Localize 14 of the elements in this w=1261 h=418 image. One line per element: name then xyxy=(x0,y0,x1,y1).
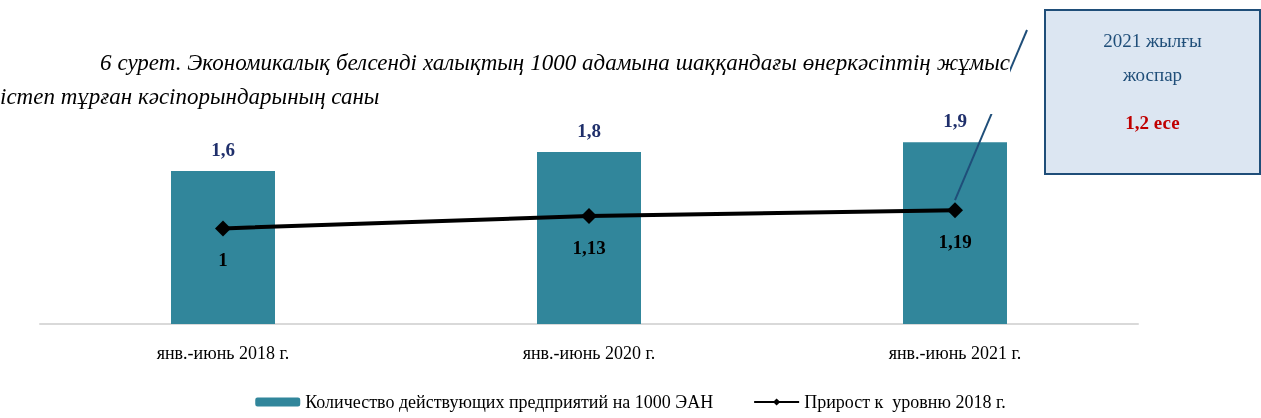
x-tick-label: янв.-июнь 2020 г. xyxy=(522,343,656,363)
text: 1,2 есе xyxy=(1124,111,1181,135)
legend-label: Прирост к уровню 2018 г. xyxy=(804,392,1006,412)
data-label: 1,13 xyxy=(572,236,606,258)
x-tick-label: янв.-июнь 2018 г. xyxy=(156,343,290,363)
data-label: 1,19 xyxy=(938,231,972,253)
data-label: 1,8 xyxy=(577,119,601,141)
legend-label: Количество действующих предприятий на 1000 ЭАН xyxy=(305,392,714,412)
text: 2021 жылғы жоспар xyxy=(1102,29,1203,87)
data-label: 1,9 xyxy=(943,110,967,132)
x-tick-label: янв.-июнь 2021 г. xyxy=(888,343,1022,363)
chart-title: 6 сурет. Экономикалық белсенді халықтың 1000 адамына шаққандағы өнеркәсіптің жұмыс істеп тұрған кәсіпорындарының саны xyxy=(0,50,1010,109)
data-label: 1 xyxy=(218,249,228,271)
data-label: 1,6 xyxy=(211,139,235,161)
